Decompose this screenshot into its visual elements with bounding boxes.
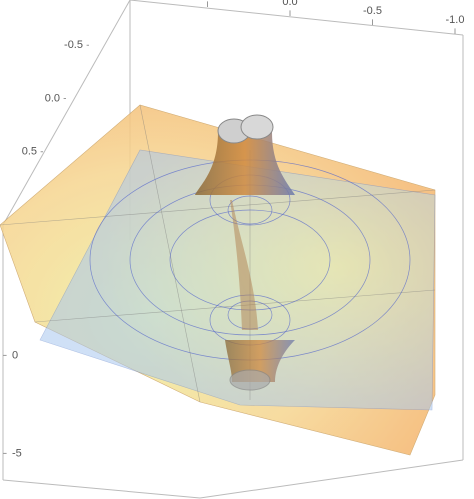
surfaces	[0, 104, 436, 456]
box	[2, 0, 464, 499]
y-tick-label: 0.5	[22, 146, 37, 158]
z-tick-label: 0	[12, 349, 18, 361]
y-tick-label: 0.0	[45, 92, 60, 104]
x-tick-label: 0.0	[282, 0, 297, 8]
x-tick-label: -0.5	[363, 5, 382, 17]
y-tick-label: -0.5	[64, 39, 83, 51]
z-tick-label: -5	[12, 447, 22, 459]
ticks: 0.50.0-0.5-1.0-1.0-0.50.00.50-5	[3, 0, 464, 459]
x-tick-label: -1.0	[446, 14, 465, 26]
